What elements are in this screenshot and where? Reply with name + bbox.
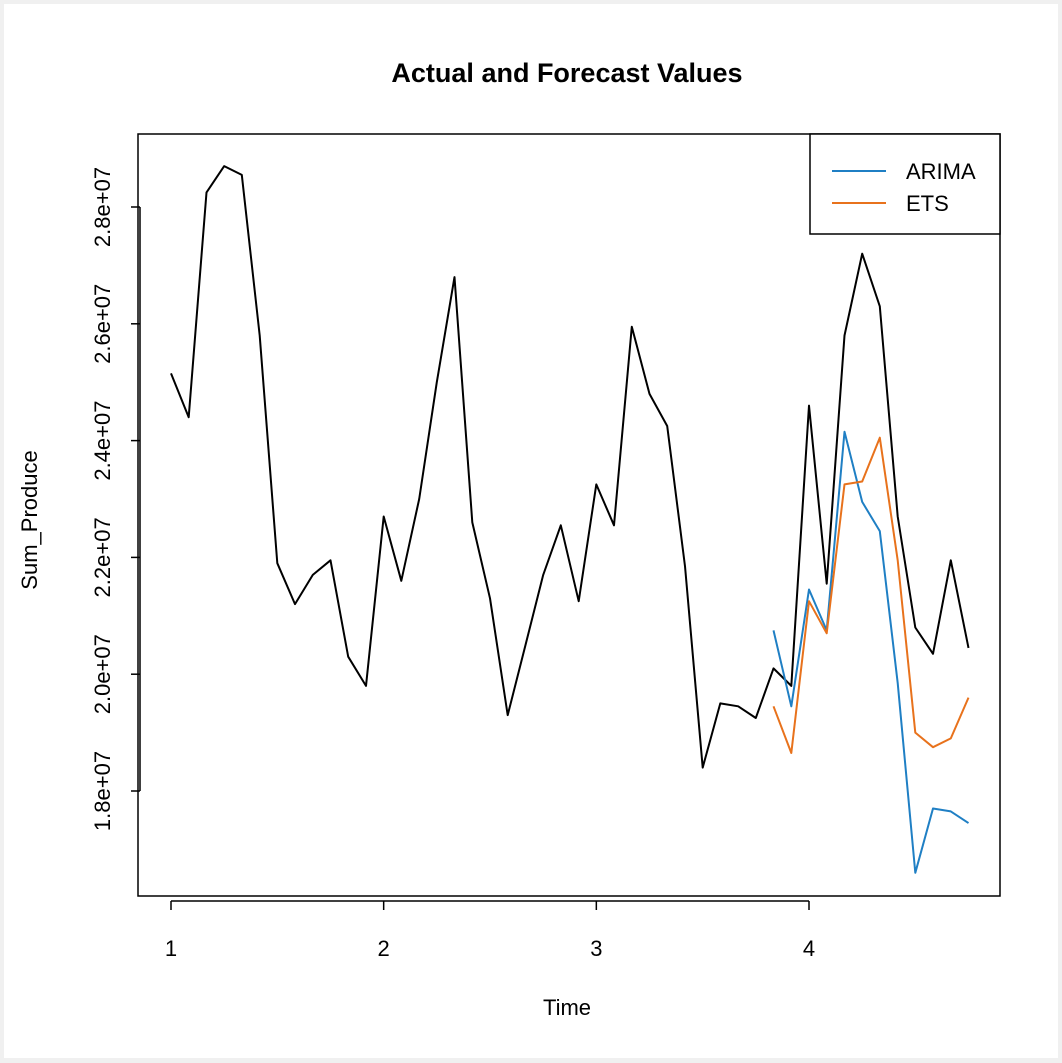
line-chart: Actual and Forecast Values 1 2 3 4 1.8e+07 2.… bbox=[17, 58, 1001, 1020]
y-tick-label: 2.0e+07 bbox=[90, 634, 115, 714]
arima-series-line bbox=[772, 430, 970, 874]
chart-title: Actual and Forecast Values bbox=[391, 58, 742, 88]
chart-frame: Actual and Forecast Values 1 2 3 4 1.8e+07 2.… bbox=[4, 4, 1058, 1058]
plot-area-border bbox=[137, 133, 1001, 897]
series-lines bbox=[170, 165, 970, 874]
legend-label: ETS bbox=[906, 191, 949, 216]
y-tick-label: 2.4e+07 bbox=[90, 401, 115, 481]
y-tick-label: 2.6e+07 bbox=[90, 284, 115, 364]
actual-series-line bbox=[170, 165, 970, 769]
legend: ARIMA ETS bbox=[809, 133, 1001, 235]
x-tick-label: 1 bbox=[165, 936, 177, 961]
y-tick-label: 2.2e+07 bbox=[90, 517, 115, 597]
x-axis-label: Time bbox=[543, 995, 591, 1020]
x-tick-label: 4 bbox=[803, 936, 815, 961]
y-tick-label: 2.8e+07 bbox=[90, 167, 115, 247]
legend-label: ARIMA bbox=[906, 159, 976, 184]
x-tick-label: 3 bbox=[590, 936, 602, 961]
ets-series-line bbox=[772, 436, 970, 754]
axes: 1 2 3 4 1.8e+07 2.0e+07 2.2e+07 2.4e+07 2.6e+07 2… bbox=[90, 167, 815, 961]
legend-box bbox=[809, 133, 1001, 235]
x-tick-label: 2 bbox=[378, 936, 390, 961]
y-tick-label: 1.8e+07 bbox=[90, 751, 115, 831]
y-axis-label: Sum_Produce bbox=[17, 450, 42, 589]
